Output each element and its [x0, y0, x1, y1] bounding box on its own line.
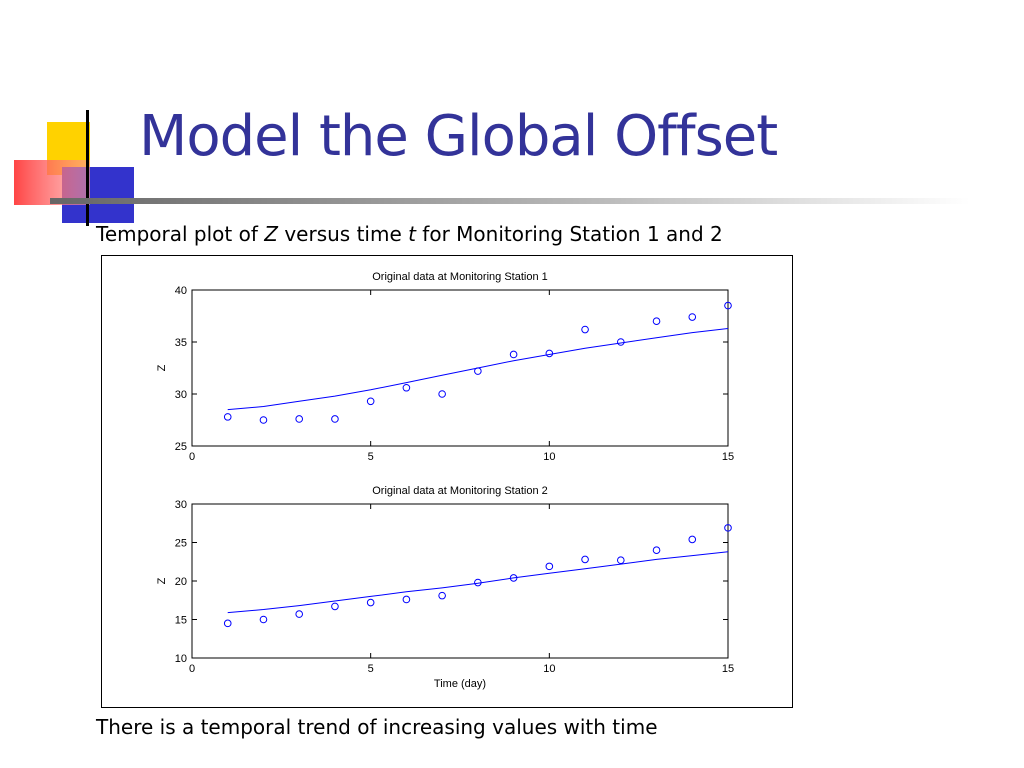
slide-title: Model the Global Offset: [139, 104, 778, 169]
data-point: [474, 578, 482, 587]
subtitle-text-3: for Monitoring Station 1 and 2: [415, 222, 723, 246]
trend-line: [227, 551, 729, 614]
data-point: [724, 524, 732, 532]
data-point: [259, 416, 268, 424]
slide-footer: There is a temporal trend of increasing …: [96, 715, 658, 739]
red-accent-block: [14, 160, 90, 205]
plot-area-border: [191, 503, 729, 659]
data-point: [688, 313, 697, 321]
slide-subtitle: Temporal plot of Z versus time t for Mon…: [96, 222, 723, 246]
data-point: [474, 367, 482, 375]
x-tick-label: 15: [722, 451, 734, 463]
data-point: [438, 591, 446, 600]
x-tick-label: 0: [189, 451, 195, 463]
y-tick-label: 25: [175, 538, 187, 550]
data-point: [652, 317, 661, 326]
chart-station-1: Original data at Monitoring Station 1 0 5 1…: [156, 271, 734, 463]
y-tick-label: 15: [175, 615, 187, 627]
chart-title: Original data at Monitoring Station 2: [372, 485, 548, 497]
data-point: [545, 562, 554, 571]
data-point: [402, 383, 411, 392]
data-point: [509, 350, 518, 359]
subtitle-text-1: Temporal plot of: [96, 222, 265, 246]
chart-title: Original data at Monitoring Station 1: [372, 271, 548, 283]
data-point: [617, 338, 625, 346]
y-tick-label: 20: [175, 576, 187, 588]
data-point: [617, 556, 625, 565]
data-point: [259, 615, 268, 624]
x-axis-label: Time (day): [434, 678, 486, 690]
x-tick-label: 15: [722, 663, 734, 675]
data-point: [581, 325, 589, 334]
data-point: [652, 546, 661, 555]
subtitle-var-t: t: [408, 222, 416, 246]
y-tick-label: 30: [175, 499, 187, 511]
chart-station-2: Original data at Monitoring Station 2 0 5 1…: [156, 485, 734, 690]
y-axis-label: Z: [156, 364, 168, 371]
data-point: [688, 535, 697, 544]
y-tick-label: 40: [175, 285, 187, 297]
data-point: [545, 349, 554, 358]
x-tick-label: 0: [189, 663, 195, 675]
x-tick-label: 10: [543, 451, 555, 463]
data-point: [724, 301, 732, 310]
y-tick-label: 25: [175, 441, 187, 453]
data-point: [295, 415, 304, 423]
y-tick-label: 30: [175, 389, 187, 401]
subtitle-text-2: versus time: [277, 222, 409, 246]
data-point: [295, 610, 304, 618]
data-point: [438, 390, 446, 398]
data-point: [331, 602, 339, 611]
data-point: [331, 415, 339, 423]
data-point: [581, 555, 589, 564]
y-axis-label: Z: [156, 577, 168, 584]
subtitle-var-z: Z: [264, 222, 278, 246]
data-point: [402, 595, 411, 604]
plot-area-border: [191, 289, 729, 447]
figure-frame: [101, 255, 793, 708]
x-tick-label: 5: [368, 663, 374, 675]
y-tick-label: 35: [175, 337, 187, 349]
vertical-accent-line: [86, 110, 89, 226]
data-point: [223, 619, 232, 628]
x-tick-label: 10: [543, 663, 555, 675]
trend-line: [227, 328, 729, 411]
data-point: [366, 397, 375, 406]
data-point: [509, 574, 518, 582]
data-point: [223, 413, 232, 421]
y-tick-label: 10: [175, 653, 187, 665]
data-point: [366, 598, 375, 607]
title-underline-rule: [50, 198, 970, 204]
x-tick-label: 5: [368, 451, 374, 463]
